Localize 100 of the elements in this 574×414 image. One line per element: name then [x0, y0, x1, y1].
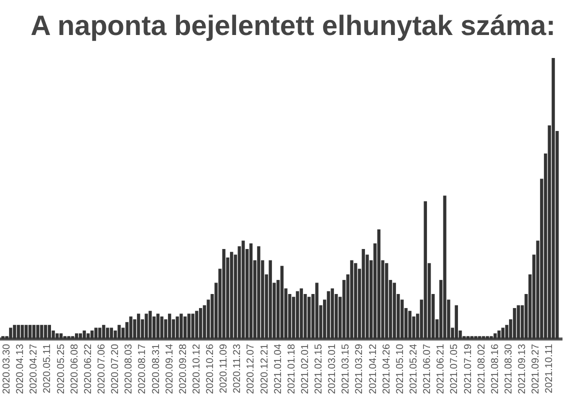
- bar: [12, 324, 16, 339]
- bar: [36, 324, 40, 339]
- bar: [110, 328, 114, 339]
- bar: [82, 330, 86, 339]
- bar: [268, 260, 272, 339]
- x-tick-label: 2020.05.11: [42, 344, 54, 394]
- bar: [156, 314, 160, 339]
- x-tick-label: 2021.06.21: [436, 344, 447, 394]
- bar: [249, 243, 253, 339]
- x-tick-label: 2021.01.18: [286, 344, 298, 394]
- bar: [48, 324, 52, 339]
- bar: [198, 308, 202, 339]
- bar: [160, 316, 164, 339]
- bar: [350, 260, 354, 339]
- x-tick-label: 2020.12.07: [246, 344, 257, 394]
- x-tick-label: 2021.02.15: [314, 344, 325, 394]
- x-tick-label: 2020.05.25: [56, 344, 67, 394]
- bar: [56, 333, 59, 339]
- bar: [24, 324, 28, 339]
- x-tick-label: 2020.07.20: [110, 344, 122, 394]
- bar: [385, 263, 388, 339]
- bar: [90, 330, 94, 339]
- bar: [257, 246, 260, 339]
- bar: [486, 336, 489, 339]
- bar: [482, 336, 486, 339]
- x-tick-label: 2021.09.27: [530, 344, 542, 394]
- bar: [377, 229, 380, 339]
- bar: [454, 305, 458, 339]
- x-tick-label: 2021.10.11: [544, 344, 556, 394]
- x-tick-label: 2021.06.07: [422, 344, 434, 394]
- bar: [195, 310, 198, 339]
- bar: [86, 333, 90, 339]
- bar: [180, 314, 183, 339]
- bar: [280, 266, 284, 339]
- x-tick-label: 2020.10.26: [205, 344, 216, 394]
- x-tick-label: 2020.07.06: [96, 344, 108, 394]
- bar: [176, 316, 179, 339]
- x-tick-label: 2021.01.04: [272, 344, 284, 394]
- bar: [474, 336, 478, 339]
- x-tick-label: 2020.06.22: [82, 344, 94, 394]
- bar: [230, 252, 234, 339]
- bar: [300, 288, 303, 339]
- bar: [9, 328, 12, 339]
- bar: [44, 324, 48, 339]
- x-tick-label: 2020.11.23: [232, 344, 244, 394]
- x-tick-label: 2021.08.30: [503, 344, 514, 394]
- bar: [392, 282, 396, 339]
- bar: [315, 282, 318, 339]
- x-tick-label: 2021.03.29: [354, 344, 366, 394]
- bar: [16, 324, 20, 339]
- x-tick-label: 2021.05.10: [394, 344, 406, 394]
- x-tick-label: 2021.08.16: [490, 344, 501, 394]
- x-tick-label: 2020.08.17: [137, 344, 148, 394]
- x-tick-label: 2020.08.31: [150, 344, 162, 394]
- bar: [296, 291, 300, 339]
- bar: [144, 314, 148, 339]
- bar: [443, 196, 446, 339]
- bar: [354, 263, 358, 339]
- bar: [494, 333, 497, 339]
- x-tick-label: 2021.03.01: [327, 344, 338, 394]
- bar: [102, 324, 106, 339]
- bar: [490, 336, 493, 339]
- bar: [424, 201, 427, 339]
- bar: [71, 336, 74, 339]
- bar: [148, 310, 152, 339]
- bar: [326, 291, 330, 339]
- x-tick-label: 2021.02.01: [300, 344, 311, 394]
- bar: [129, 316, 132, 339]
- x-tick-label: 2020.04.13: [15, 344, 26, 394]
- x-tick-label: 2021.03.15: [340, 344, 352, 394]
- bar: [1, 336, 4, 339]
- bar: [512, 308, 516, 339]
- x-tick-label: 2020.11.09: [218, 344, 230, 394]
- bar: [28, 324, 32, 339]
- bar: [308, 296, 311, 339]
- x-tick-label: 2021.08.02: [476, 344, 488, 394]
- bar: [98, 328, 102, 339]
- bar: [501, 328, 504, 339]
- x-tick-label: 2021.07.05: [449, 344, 460, 394]
- bar: [183, 316, 187, 339]
- x-tick-label: 2020.04.27: [28, 344, 40, 394]
- x-tick-label: 2021.07.19: [462, 344, 474, 394]
- bar: [74, 333, 78, 339]
- bar: [478, 336, 482, 339]
- bar: [78, 333, 82, 339]
- bar: [106, 328, 110, 339]
- bar: [118, 324, 121, 339]
- bar: [32, 324, 36, 339]
- bar: [362, 249, 365, 339]
- bar: [466, 336, 470, 339]
- bar: [242, 240, 245, 339]
- x-tick-label: 2020.09.14: [164, 344, 176, 394]
- bar: [408, 310, 412, 339]
- x-tick-label: 2021.09.13: [517, 344, 528, 394]
- bar: [20, 324, 24, 339]
- bar: [136, 314, 140, 339]
- x-tick-label: 2021.05.24: [408, 344, 420, 394]
- bar: [168, 314, 172, 339]
- bar: [40, 324, 44, 339]
- bar: [516, 305, 520, 339]
